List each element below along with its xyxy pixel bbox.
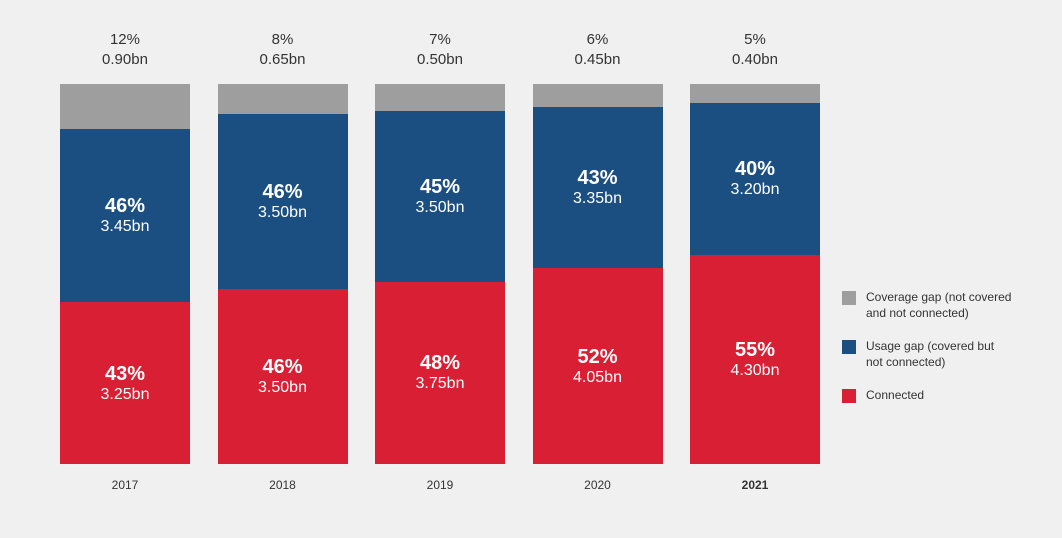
segment-pct: 48% [420,352,460,374]
segment-connected: 52%4.05bn [533,268,663,464]
bar-column: 5%0.40bn40%3.20bn55%4.30bn2021 [690,30,820,510]
legend-item-coverage_gap: Coverage gap (not covered and not connec… [842,290,1012,321]
year-label: 2021 [742,478,769,492]
segment-abs: 3.20bn [731,180,780,199]
segment-pct: 43% [577,167,617,189]
top-pct: 12% [102,30,148,50]
segment-coverage_gap [533,84,663,107]
bar-column: 8%0.65bn46%3.50bn46%3.50bn2018 [218,30,348,510]
bar-top-label: 7%0.50bn [417,30,463,78]
bar-column: 7%0.50bn45%3.50bn48%3.75bn2019 [375,30,505,510]
legend-label: Usage gap (covered but not connected) [866,339,1012,370]
segment-coverage_gap [690,84,820,103]
segment-abs: 3.45bn [101,217,150,236]
bar-top-label: 8%0.65bn [260,30,306,78]
segment-connected: 43%3.25bn [60,302,190,464]
segment-pct: 55% [735,339,775,361]
segment-abs: 3.50bn [258,378,307,397]
segment-abs: 4.05bn [573,368,622,387]
segment-pct: 46% [105,195,145,217]
segment-usage_gap: 40%3.20bn [690,103,820,255]
bar-top-label: 12%0.90bn [102,30,148,78]
segment-coverage_gap [218,84,348,114]
legend-swatch [842,389,856,403]
segment-coverage_gap [60,84,190,129]
segment-pct: 52% [577,346,617,368]
segment-connected: 46%3.50bn [218,289,348,464]
top-pct: 6% [575,30,621,50]
segment-pct: 45% [420,176,460,198]
legend-label: Coverage gap (not covered and not connec… [866,290,1012,321]
legend-swatch [842,291,856,305]
segment-abs: 3.50bn [416,198,465,217]
top-pct: 5% [732,30,778,50]
stacked-bar: 46%3.50bn46%3.50bn [218,84,348,464]
top-abs: 0.40bn [732,50,778,70]
legend-swatch [842,340,856,354]
year-label: 2017 [112,478,139,492]
segment-pct: 43% [105,363,145,385]
bar-column: 6%0.45bn43%3.35bn52%4.05bn2020 [533,30,663,510]
legend-item-usage_gap: Usage gap (covered but not connected) [842,339,1012,370]
top-abs: 0.65bn [260,50,306,70]
segment-connected: 55%4.30bn [690,255,820,464]
top-abs: 0.50bn [417,50,463,70]
year-label: 2018 [269,478,296,492]
stacked-bar-chart: 12%0.90bn46%3.45bn43%3.25bn20178%0.65bn4… [60,30,820,510]
segment-abs: 3.35bn [573,189,622,208]
top-pct: 7% [417,30,463,50]
segment-usage_gap: 43%3.35bn [533,107,663,269]
segment-abs: 4.30bn [731,361,780,380]
bar-top-label: 5%0.40bn [732,30,778,78]
chart-legend: Coverage gap (not covered and not connec… [842,290,1012,422]
segment-abs: 3.25bn [101,385,150,404]
legend-item-connected: Connected [842,388,1012,404]
stacked-bar: 46%3.45bn43%3.25bn [60,84,190,464]
top-pct: 8% [260,30,306,50]
segment-pct: 46% [262,181,302,203]
top-abs: 0.90bn [102,50,148,70]
segment-coverage_gap [375,84,505,111]
segment-usage_gap: 45%3.50bn [375,111,505,282]
segment-pct: 40% [735,158,775,180]
segment-connected: 48%3.75bn [375,282,505,464]
legend-label: Connected [866,388,924,404]
segment-abs: 3.75bn [416,374,465,393]
segment-pct: 46% [262,356,302,378]
segment-usage_gap: 46%3.50bn [218,114,348,289]
segment-usage_gap: 46%3.45bn [60,129,190,302]
year-label: 2019 [427,478,454,492]
bar-column: 12%0.90bn46%3.45bn43%3.25bn2017 [60,30,190,510]
bar-top-label: 6%0.45bn [575,30,621,78]
year-label: 2020 [584,478,611,492]
top-abs: 0.45bn [575,50,621,70]
stacked-bar: 40%3.20bn55%4.30bn [690,84,820,464]
stacked-bar: 45%3.50bn48%3.75bn [375,84,505,464]
stacked-bar: 43%3.35bn52%4.05bn [533,84,663,464]
segment-abs: 3.50bn [258,203,307,222]
